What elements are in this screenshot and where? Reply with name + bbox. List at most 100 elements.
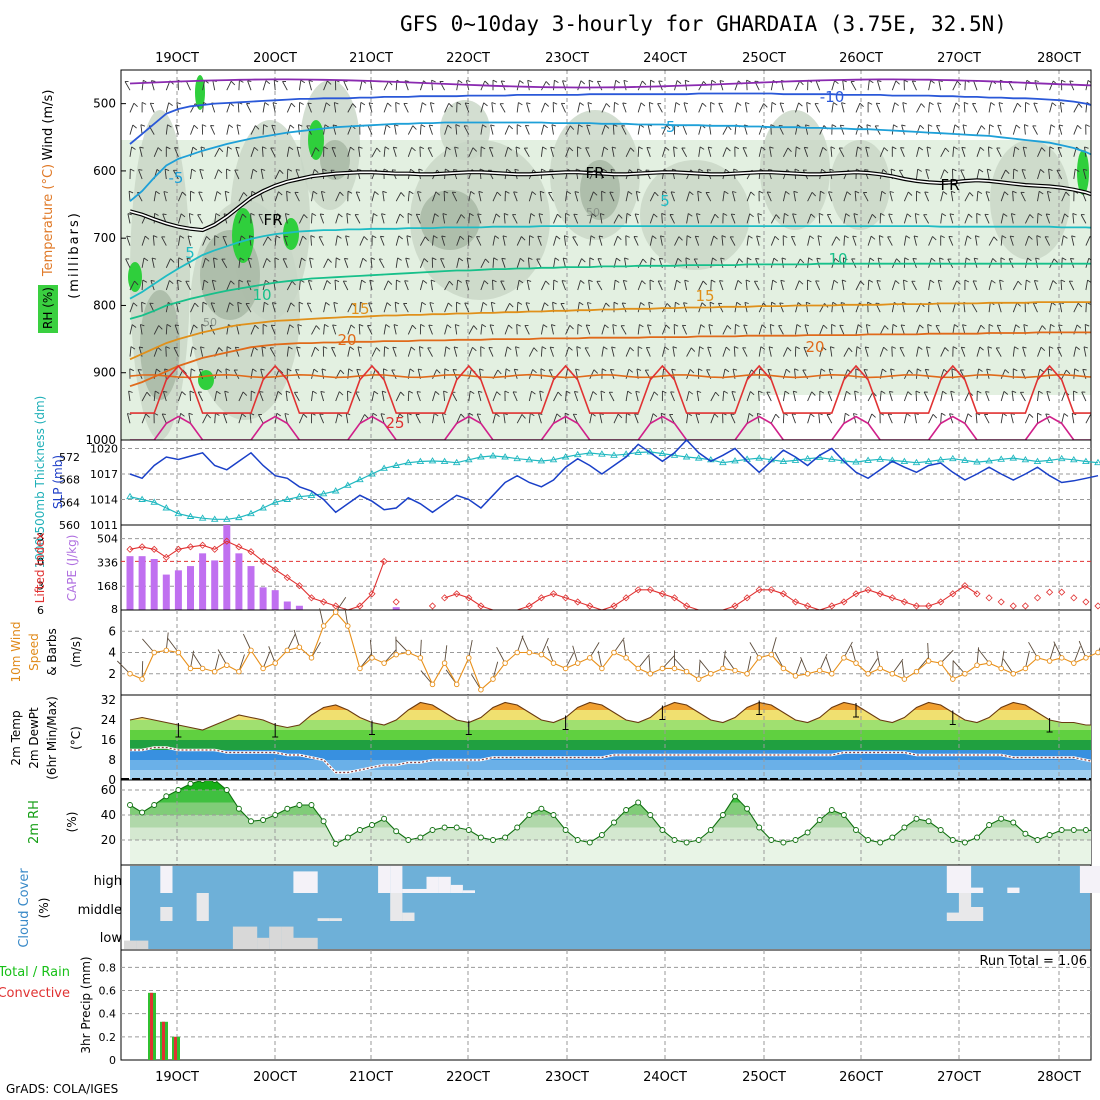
wind-barb-flag bbox=[1047, 368, 1053, 371]
wind-barb-flag bbox=[540, 368, 546, 372]
wind-barb-flag bbox=[1070, 257, 1075, 260]
wind-barb bbox=[731, 191, 736, 202]
wind-barb bbox=[477, 391, 482, 402]
wind-barb bbox=[589, 191, 594, 202]
wind-barb-flag bbox=[170, 258, 175, 263]
wind-barb bbox=[746, 213, 751, 224]
wind-barb-flag bbox=[263, 124, 268, 128]
wind-barb bbox=[272, 102, 276, 113]
wind-barb-flag bbox=[430, 102, 435, 105]
wind-barb bbox=[686, 191, 690, 202]
temperature-contour bbox=[129, 331, 1091, 388]
cloud-cell bbox=[281, 926, 294, 949]
wind-barb bbox=[456, 236, 461, 246]
wind-speed-point bbox=[756, 655, 762, 661]
wind-barb-flag bbox=[333, 301, 338, 305]
wind-barb bbox=[378, 258, 385, 269]
wind-barb-flag bbox=[833, 279, 839, 284]
wind-barb bbox=[778, 325, 784, 335]
wind-barb bbox=[262, 651, 271, 669]
wind-barb-flag bbox=[820, 368, 826, 372]
wind-barb-flag bbox=[600, 213, 605, 216]
wind-barb-flag bbox=[843, 257, 848, 261]
thickness-point bbox=[719, 458, 727, 466]
wind-barb bbox=[262, 80, 267, 91]
wind-barb bbox=[686, 235, 688, 246]
wind-barb-flag bbox=[676, 80, 682, 84]
rh-point bbox=[550, 812, 557, 818]
li-point bbox=[537, 594, 545, 602]
wind-barb bbox=[843, 347, 850, 357]
wind-speed-point bbox=[1071, 660, 1077, 666]
wind-barb bbox=[867, 80, 870, 91]
wind-barb bbox=[867, 658, 878, 674]
rh-point bbox=[961, 839, 968, 846]
wind-barb-flag bbox=[929, 102, 934, 106]
wind-barb bbox=[297, 124, 300, 135]
wind-barb bbox=[842, 80, 845, 91]
wind-barb bbox=[985, 391, 990, 402]
contour-label: 20 bbox=[805, 338, 824, 356]
wind-barb-flag bbox=[374, 191, 379, 195]
wind-barb bbox=[504, 303, 511, 313]
wind-barb bbox=[601, 324, 606, 335]
wind-barb bbox=[200, 346, 204, 357]
wind-barb bbox=[526, 280, 530, 291]
wind-barb bbox=[940, 649, 954, 664]
wind-barb bbox=[306, 302, 312, 313]
wind-barb bbox=[1061, 257, 1063, 268]
wind-barb bbox=[657, 103, 663, 113]
wind-barb-flag bbox=[410, 168, 415, 173]
wind-barb-flag bbox=[158, 325, 163, 330]
wind-barb bbox=[359, 102, 362, 113]
wind-barb-flag bbox=[638, 146, 643, 150]
wind-barb-flag bbox=[181, 191, 187, 196]
wind-barb bbox=[1002, 658, 1014, 675]
wind-barb-flag bbox=[368, 302, 373, 304]
wind-barb-flag bbox=[1024, 124, 1029, 127]
wind-barb-flag bbox=[610, 169, 615, 171]
wind-barb bbox=[795, 102, 800, 113]
wind-barb bbox=[382, 191, 385, 202]
wind-barb-flag bbox=[618, 214, 623, 219]
wind-barb-flag bbox=[805, 124, 810, 127]
wind-barb bbox=[418, 346, 421, 357]
wind-barb bbox=[416, 391, 421, 402]
wind-barb bbox=[492, 413, 497, 424]
wind-barb-flag bbox=[272, 302, 277, 304]
wind-speed-point bbox=[381, 660, 387, 666]
wind-barb-flag bbox=[431, 79, 436, 83]
wind-barb bbox=[468, 368, 472, 379]
wind-barb-flag bbox=[311, 213, 317, 216]
wind-barb-flag bbox=[484, 80, 489, 85]
wind-speed-point bbox=[224, 662, 230, 669]
wind-barb-flag bbox=[724, 368, 730, 373]
wind-barb-flag bbox=[942, 191, 948, 195]
wind-barb bbox=[419, 146, 421, 157]
thickness-point bbox=[682, 453, 691, 460]
wind-barb bbox=[611, 146, 615, 157]
wind-barb-flag bbox=[882, 368, 887, 373]
wind-barb-flag bbox=[315, 147, 320, 152]
wind-barb-flag bbox=[441, 235, 446, 238]
credit-text: GrADS: COLA/IGES bbox=[6, 1082, 119, 1096]
wind-barb-flag bbox=[370, 257, 376, 260]
wind-barb bbox=[270, 325, 276, 335]
wind-barb bbox=[572, 645, 579, 664]
wind-barb bbox=[1033, 102, 1038, 113]
wind-barb bbox=[661, 147, 666, 157]
wind-barb bbox=[214, 413, 216, 424]
wind-barb bbox=[803, 147, 809, 157]
top-time-label: 21OCT bbox=[349, 51, 393, 66]
wind-barb-flag bbox=[262, 146, 267, 149]
wind-barb-flag bbox=[795, 346, 800, 350]
wind-barb-flag bbox=[1037, 412, 1042, 416]
wind-barb-flag bbox=[707, 169, 711, 171]
wind-barb bbox=[976, 125, 982, 135]
wind-barb bbox=[456, 257, 460, 268]
upper-air-surface-temperature-waves bbox=[129, 364, 1091, 440]
wind-barb-flag bbox=[671, 191, 675, 193]
wind-speed-point bbox=[272, 660, 278, 666]
wind-barb-flag bbox=[165, 346, 170, 349]
wind-barb-flag bbox=[540, 190, 545, 194]
